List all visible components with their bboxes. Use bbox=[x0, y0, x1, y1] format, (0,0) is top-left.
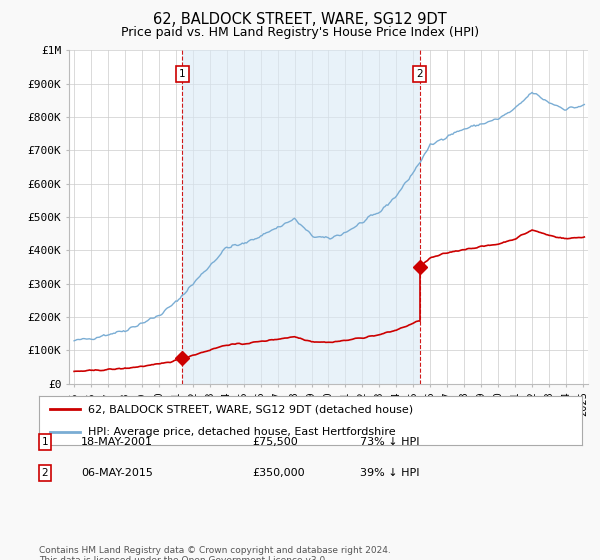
Text: Contains HM Land Registry data © Crown copyright and database right 2024.
This d: Contains HM Land Registry data © Crown c… bbox=[39, 546, 391, 560]
Text: 18-MAY-2001: 18-MAY-2001 bbox=[81, 437, 153, 447]
Text: 1: 1 bbox=[179, 69, 185, 79]
Text: 2: 2 bbox=[41, 468, 49, 478]
Text: 62, BALDOCK STREET, WARE, SG12 9DT (detached house): 62, BALDOCK STREET, WARE, SG12 9DT (deta… bbox=[88, 404, 413, 414]
Text: £350,000: £350,000 bbox=[252, 468, 305, 478]
Text: 1: 1 bbox=[41, 437, 49, 447]
Text: £75,500: £75,500 bbox=[252, 437, 298, 447]
Text: 73% ↓ HPI: 73% ↓ HPI bbox=[360, 437, 419, 447]
Bar bbox=[182, 50, 419, 384]
Text: 06-MAY-2015: 06-MAY-2015 bbox=[81, 468, 153, 478]
Text: 62, BALDOCK STREET, WARE, SG12 9DT: 62, BALDOCK STREET, WARE, SG12 9DT bbox=[153, 12, 447, 27]
Text: HPI: Average price, detached house, East Hertfordshire: HPI: Average price, detached house, East… bbox=[88, 427, 395, 437]
Text: 2: 2 bbox=[416, 69, 423, 79]
Text: 39% ↓ HPI: 39% ↓ HPI bbox=[360, 468, 419, 478]
Text: Price paid vs. HM Land Registry's House Price Index (HPI): Price paid vs. HM Land Registry's House … bbox=[121, 26, 479, 39]
